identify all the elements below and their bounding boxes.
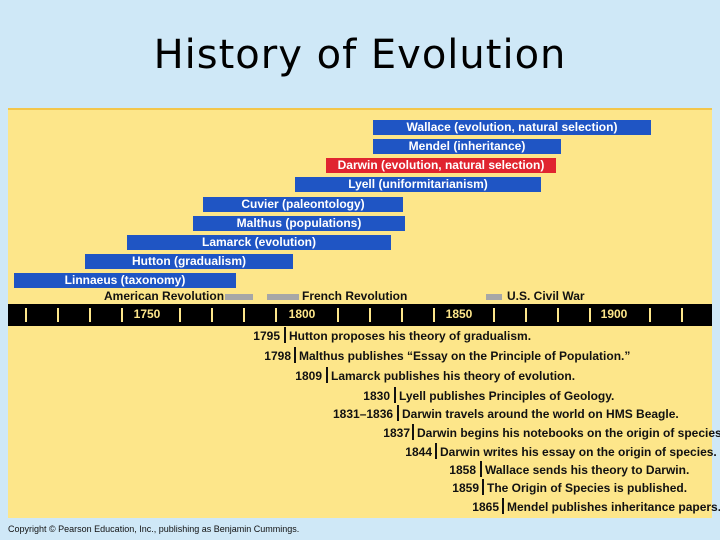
axis-segment <box>179 308 181 322</box>
axis-segment <box>337 308 339 322</box>
axis-segment <box>25 308 27 322</box>
bar-linnaeus: Linnaeus (taxonomy) <box>14 273 236 288</box>
event-text: Darwin begins his notebooks on the origi… <box>417 426 720 440</box>
axis-segment <box>525 308 527 322</box>
axis-segment <box>57 308 59 322</box>
event-text: Mendel publishes inheritance papers. <box>507 500 720 514</box>
axis-segment <box>557 308 559 322</box>
bar-lamarck: Lamarck (evolution) <box>127 235 391 250</box>
event-marker <box>480 461 482 477</box>
french-revolution-bar <box>267 294 299 300</box>
event-text: Malthus publishes “Essay on the Principl… <box>299 349 631 363</box>
event-text: Hutton proposes his theory of gradualism… <box>289 329 532 343</box>
event-marker <box>394 387 396 403</box>
event-marker <box>397 405 399 421</box>
axis-year-1850: 1850 <box>445 307 473 321</box>
event-year: 1837 <box>383 426 410 440</box>
event-year: 1830 <box>363 389 390 403</box>
event-year: 1831–1836 <box>333 407 394 421</box>
american-revolution-bar <box>225 294 253 300</box>
bar-wallace: Wallace (evolution, natural selection) <box>373 120 651 135</box>
timeline-axis: 1750 1800 1850 1900 <box>8 304 712 326</box>
timeline-panel: Wallace (evolution, natural selection) M… <box>8 108 720 518</box>
bar-cuvier: Cuvier (paleontology) <box>203 197 403 212</box>
event-text: Darwin travels around the world on HMS B… <box>402 407 679 421</box>
axis-segment <box>211 308 213 322</box>
civil-war-bar <box>486 294 502 300</box>
bar-darwin: Darwin (evolution, natural selection) <box>326 158 556 173</box>
french-revolution-label: French Revolution <box>302 289 408 303</box>
event-marker <box>326 367 328 383</box>
event-year: 1844 <box>405 445 432 459</box>
axis-segment <box>121 308 123 322</box>
american-revolution-label: American Revolution <box>104 289 225 303</box>
axis-segment <box>89 308 91 322</box>
page-title: History of Evolution <box>153 32 567 78</box>
event-text: Wallace sends his theory to Darwin. <box>485 463 690 477</box>
axis-segment <box>275 308 277 322</box>
event-year: 1798 <box>264 349 291 363</box>
axis-year-1750: 1750 <box>133 307 161 321</box>
bar-lyell: Lyell (uniformitarianism) <box>295 177 541 192</box>
bar-hutton: Hutton (gradualism) <box>85 254 293 269</box>
axis-segment <box>681 308 683 322</box>
axis-year-1800: 1800 <box>288 307 316 321</box>
bar-malthus: Malthus (populations) <box>193 216 405 231</box>
event-year: 1859 <box>452 481 479 495</box>
event-marker <box>284 327 286 343</box>
axis-segment <box>433 308 435 322</box>
axis-segment <box>649 308 651 322</box>
event-year: 1809 <box>295 369 322 383</box>
event-marker <box>435 443 437 459</box>
event-year: 1865 <box>472 500 499 514</box>
axis-segment <box>589 308 591 322</box>
axis-segment <box>493 308 495 322</box>
event-year: 1795 <box>253 329 280 343</box>
axis-segment <box>243 308 245 322</box>
bar-mendel: Mendel (inheritance) <box>373 139 561 154</box>
event-marker <box>482 479 484 495</box>
axis-segment <box>401 308 403 322</box>
axis-year-1900: 1900 <box>600 307 628 321</box>
event-marker <box>412 424 414 440</box>
event-year: 1858 <box>449 463 476 477</box>
copyright-notice: Copyright © Pearson Education, Inc., pub… <box>8 524 300 534</box>
event-text: The Origin of Species is published. <box>487 481 688 495</box>
event-text: Darwin writes his essay on the origin of… <box>440 445 717 459</box>
event-text: Lamarck publishes his theory of evolutio… <box>331 369 576 383</box>
event-text: Lyell publishes Principles of Geology. <box>399 389 615 403</box>
civil-war-label: U.S. Civil War <box>507 289 585 303</box>
event-marker <box>502 498 504 514</box>
event-marker <box>294 347 296 363</box>
axis-segment <box>369 308 371 322</box>
